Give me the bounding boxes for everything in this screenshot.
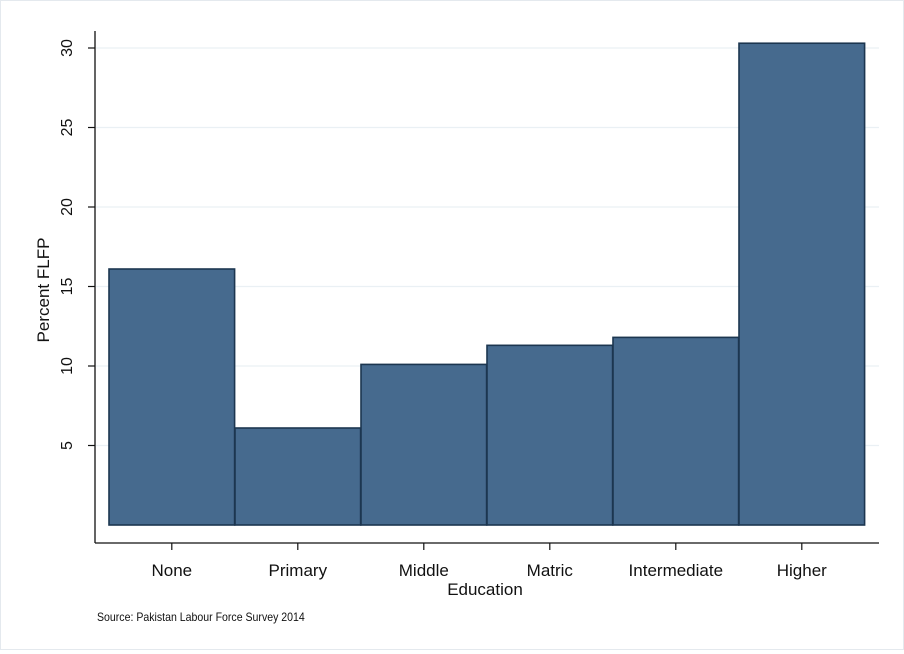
bar-middle — [360, 363, 488, 526]
y-tick-label: 10 — [59, 357, 76, 375]
y-tick-label: 5 — [59, 441, 76, 450]
y-tick-label: 15 — [59, 278, 76, 296]
x-axis-label: Education — [447, 580, 523, 599]
x-tick-label: Intermediate — [629, 561, 724, 580]
x-tick-label: Matric — [527, 561, 574, 580]
x-tick-label: Middle — [399, 561, 449, 580]
bar-matric — [486, 344, 614, 526]
x-ticks: None Primary Middle Matric Intermediate Highe… — [151, 543, 827, 580]
y-ticks: 5 10 15 20 25 30 — [59, 39, 95, 450]
y-axis-label: Percent FLFP — [34, 238, 53, 343]
source-note: Source: Pakistan Labour Force Survey 201… — [97, 610, 305, 624]
x-tick-label: Higher — [777, 561, 827, 580]
x-tick-label: None — [151, 561, 192, 580]
y-tick-label: 30 — [59, 39, 76, 57]
bar-primary — [234, 427, 362, 526]
bar-none — [108, 268, 236, 526]
bars — [108, 42, 866, 526]
bar-higher — [738, 42, 866, 526]
bar-intermediate — [612, 336, 740, 526]
y-tick-label: 25 — [59, 119, 76, 137]
x-tick-label: Primary — [269, 561, 328, 580]
y-tick-label: 20 — [59, 198, 76, 216]
